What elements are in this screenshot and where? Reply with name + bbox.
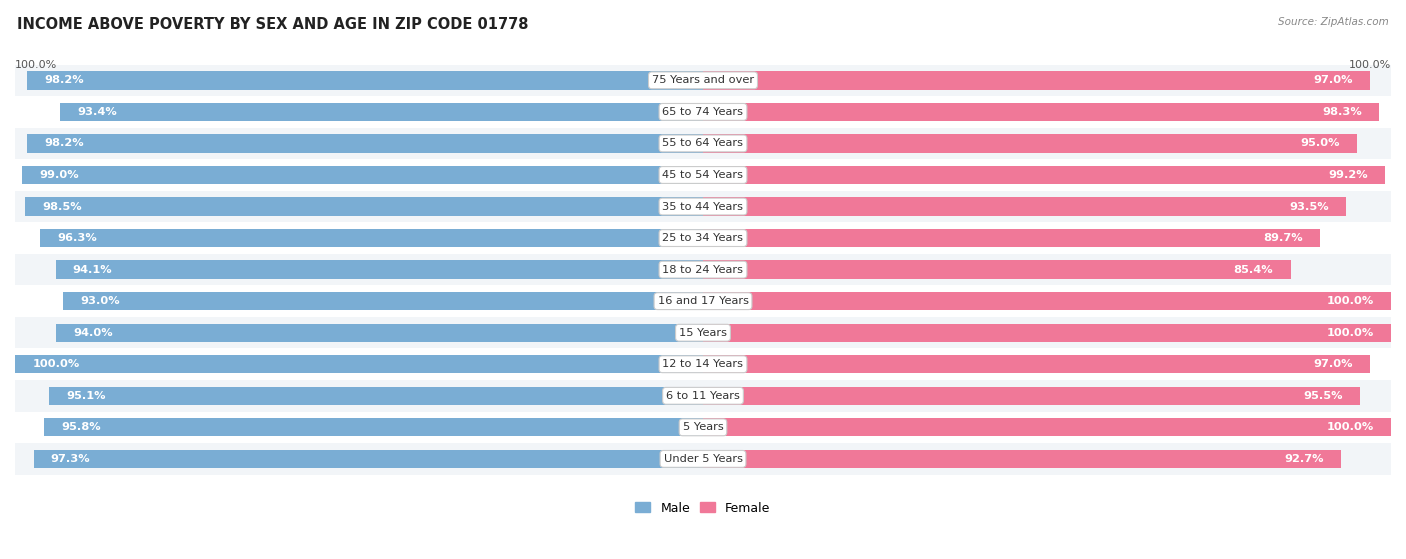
Text: 18 to 24 Years: 18 to 24 Years (662, 264, 744, 274)
Text: 5 Years: 5 Years (683, 423, 723, 432)
Text: 98.3%: 98.3% (1323, 107, 1362, 117)
Bar (15, 411, 1391, 443)
Bar (49, 387, 703, 405)
Text: 95.5%: 95.5% (1303, 391, 1343, 401)
Bar (15, 380, 1391, 411)
Text: 97.3%: 97.3% (51, 454, 90, 464)
Bar (703, 71, 1371, 89)
Bar (703, 324, 1391, 342)
Legend: Male, Female: Male, Female (630, 496, 776, 519)
Text: 97.0%: 97.0% (1313, 359, 1353, 369)
Bar (22, 166, 703, 184)
Bar (63, 292, 703, 310)
Bar (15, 317, 1391, 348)
Text: Source: ZipAtlas.com: Source: ZipAtlas.com (1278, 17, 1389, 27)
Text: 98.5%: 98.5% (42, 202, 82, 211)
Text: INCOME ABOVE POVERTY BY SEX AND AGE IN ZIP CODE 01778: INCOME ABOVE POVERTY BY SEX AND AGE IN Z… (17, 17, 529, 32)
Text: 95.1%: 95.1% (66, 391, 105, 401)
Text: 98.2%: 98.2% (45, 75, 84, 86)
Text: 55 to 64 Years: 55 to 64 Years (662, 139, 744, 149)
Text: 65 to 74 Years: 65 to 74 Years (662, 107, 744, 117)
Text: Under 5 Years: Under 5 Years (664, 454, 742, 464)
Bar (703, 355, 1371, 373)
Text: 6 to 11 Years: 6 to 11 Years (666, 391, 740, 401)
Bar (703, 418, 1391, 437)
Bar (15, 127, 1391, 159)
Bar (703, 197, 1347, 216)
Text: 85.4%: 85.4% (1233, 264, 1274, 274)
Text: 45 to 54 Years: 45 to 54 Years (662, 170, 744, 180)
Text: 97.0%: 97.0% (1313, 75, 1353, 86)
Bar (60, 103, 703, 121)
Text: 75 Years and over: 75 Years and over (652, 75, 754, 86)
Text: 16 and 17 Years: 16 and 17 Years (658, 296, 748, 306)
Text: 95.8%: 95.8% (60, 423, 101, 432)
Text: 100.0%: 100.0% (32, 359, 80, 369)
Text: 96.3%: 96.3% (58, 233, 97, 243)
Bar (703, 450, 1341, 468)
Text: 95.0%: 95.0% (1301, 139, 1340, 149)
Text: 35 to 44 Years: 35 to 44 Years (662, 202, 744, 211)
Bar (41, 229, 703, 247)
Text: 100.0%: 100.0% (15, 60, 58, 70)
Text: 89.7%: 89.7% (1264, 233, 1303, 243)
Text: 15 Years: 15 Years (679, 328, 727, 338)
Text: 94.1%: 94.1% (73, 264, 112, 274)
Bar (703, 134, 1357, 153)
Text: 93.0%: 93.0% (80, 296, 120, 306)
Text: 93.4%: 93.4% (77, 107, 117, 117)
Text: 12 to 14 Years: 12 to 14 Years (662, 359, 744, 369)
Bar (703, 166, 1385, 184)
Text: 92.7%: 92.7% (1284, 454, 1323, 464)
Bar (15, 159, 1391, 191)
Bar (15, 191, 1391, 222)
Text: 25 to 34 Years: 25 to 34 Years (662, 233, 744, 243)
Bar (703, 260, 1291, 279)
Bar (703, 387, 1360, 405)
Bar (15, 222, 1391, 254)
Text: 98.2%: 98.2% (45, 139, 84, 149)
Text: 99.0%: 99.0% (39, 170, 79, 180)
Bar (15, 348, 1391, 380)
Bar (15, 96, 1391, 127)
Bar (15, 65, 1391, 96)
Bar (15, 254, 1391, 286)
Bar (27, 71, 703, 89)
Bar (703, 229, 1320, 247)
Text: 100.0%: 100.0% (1326, 328, 1374, 338)
Bar (703, 292, 1391, 310)
Bar (15, 286, 1391, 317)
Bar (703, 103, 1379, 121)
Text: 99.2%: 99.2% (1329, 170, 1368, 180)
Bar (27, 134, 703, 153)
Bar (15, 355, 703, 373)
Bar (56, 260, 703, 279)
Bar (34, 450, 703, 468)
Text: 93.5%: 93.5% (1289, 202, 1329, 211)
Bar (44, 418, 703, 437)
Bar (25, 197, 703, 216)
Text: 94.0%: 94.0% (73, 328, 112, 338)
Text: 100.0%: 100.0% (1326, 296, 1374, 306)
Bar (15, 443, 1391, 475)
Text: 100.0%: 100.0% (1326, 423, 1374, 432)
Text: 100.0%: 100.0% (1348, 60, 1391, 70)
Bar (56, 324, 703, 342)
